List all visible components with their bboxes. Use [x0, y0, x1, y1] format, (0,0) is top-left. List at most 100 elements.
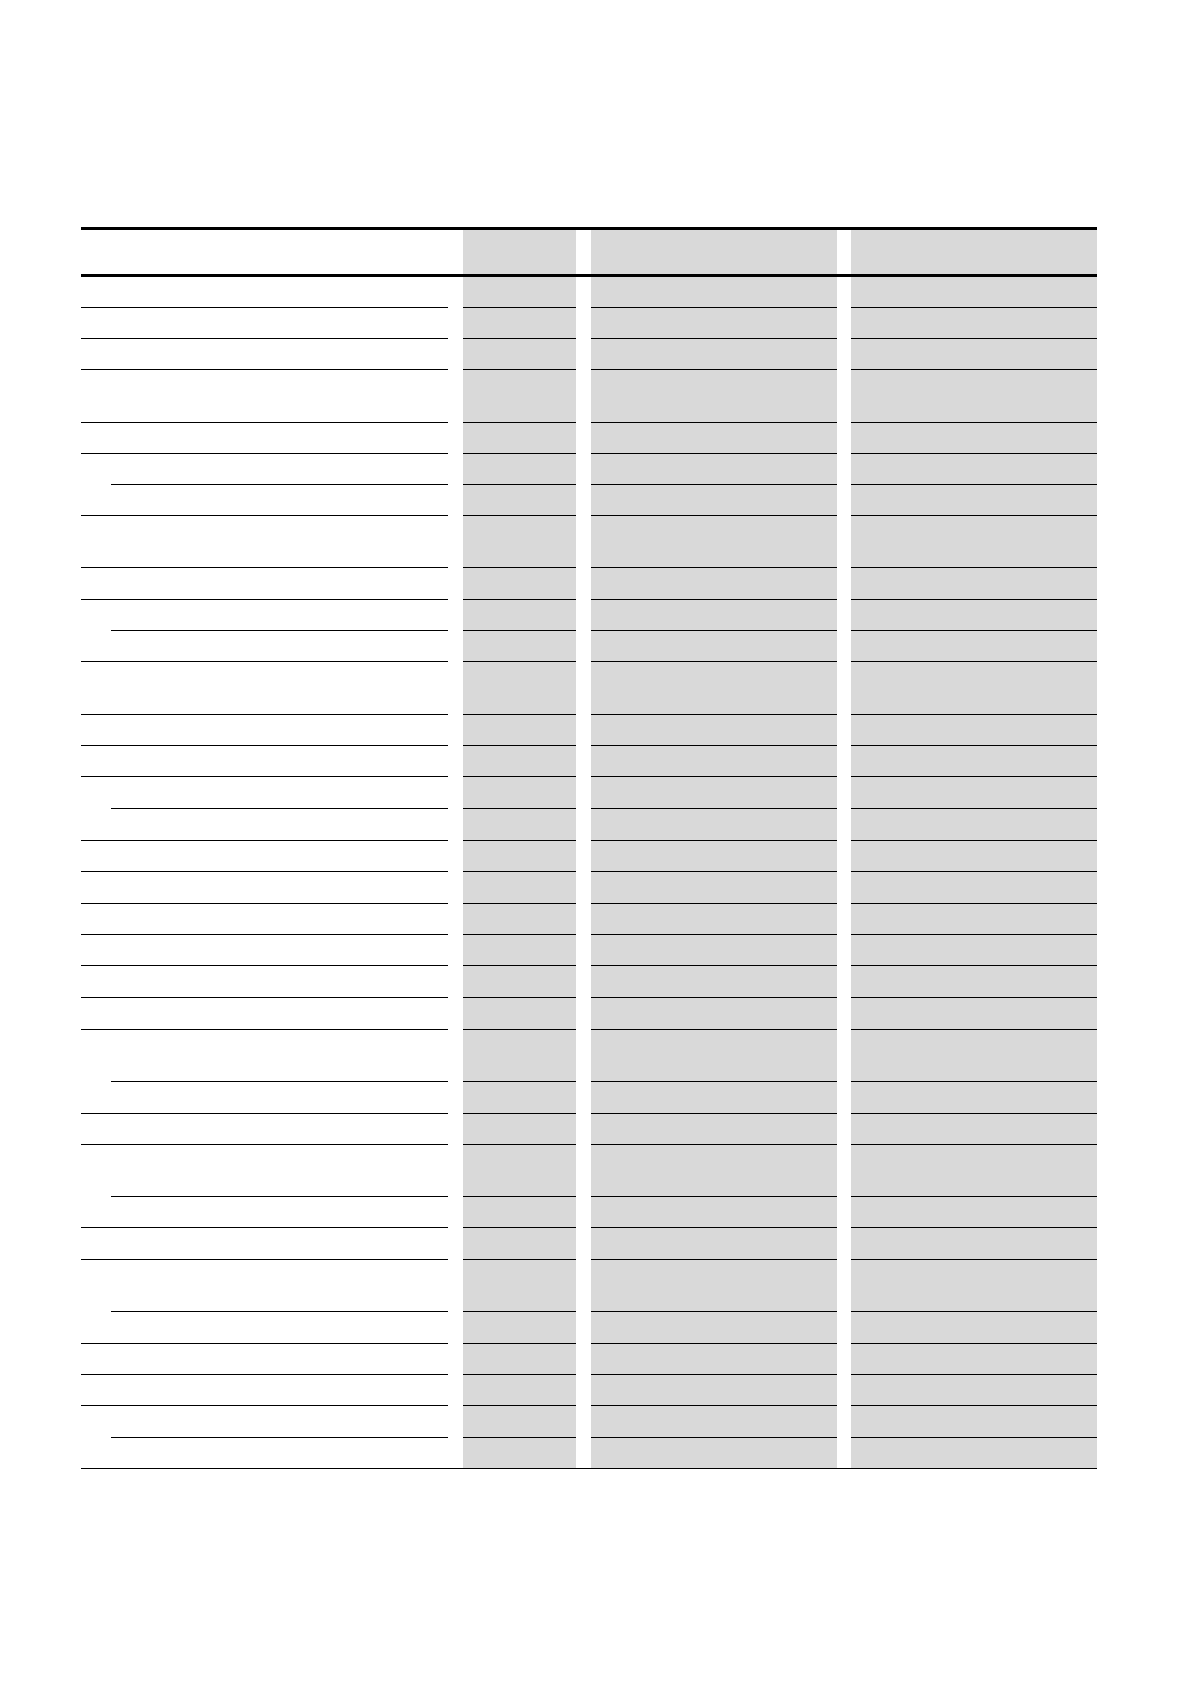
blank-table [81, 227, 1097, 1469]
row-divider [463, 1196, 576, 1197]
row-divider [591, 338, 837, 339]
row-divider [591, 934, 837, 935]
row-divider [591, 808, 837, 809]
row-divider [81, 1144, 448, 1145]
row-divider [591, 1081, 837, 1082]
row-divider [81, 1259, 448, 1260]
row-divider [851, 630, 1097, 631]
row-divider [591, 997, 837, 998]
row-divider [851, 661, 1097, 662]
row-divider [591, 599, 837, 600]
row-divider [463, 997, 576, 998]
row-divider [851, 1311, 1097, 1312]
row-divider [851, 422, 1097, 423]
shaded-column-2 [591, 229, 837, 1469]
row-divider [111, 1437, 448, 1438]
row-divider [591, 965, 837, 966]
row-divider [591, 515, 837, 516]
row-divider [591, 1405, 837, 1406]
row-divider [463, 453, 576, 454]
row-divider [463, 484, 576, 485]
row-divider [851, 484, 1097, 485]
row-divider [591, 745, 837, 746]
row-divider [591, 714, 837, 715]
row-divider [81, 745, 448, 746]
row-divider [81, 871, 448, 872]
row-divider [463, 1113, 576, 1114]
row-divider [851, 1196, 1097, 1197]
row-divider [591, 1311, 837, 1312]
row-divider [851, 369, 1097, 370]
row-divider [81, 599, 448, 600]
row-divider [81, 422, 448, 423]
row-divider [463, 1343, 576, 1344]
row-divider [463, 661, 576, 662]
row-divider [851, 567, 1097, 568]
row-divider [463, 1081, 576, 1082]
row-divider [463, 745, 576, 746]
shaded-column-1 [463, 229, 576, 1469]
row-divider [851, 714, 1097, 715]
row-divider [591, 1227, 837, 1228]
row-divider [463, 338, 576, 339]
row-divider [463, 515, 576, 516]
row-divider [111, 1081, 448, 1082]
row-divider [463, 1029, 576, 1030]
row-divider [463, 965, 576, 966]
row-divider [591, 1144, 837, 1145]
row-divider [463, 871, 576, 872]
row-divider [851, 776, 1097, 777]
row-divider [591, 484, 837, 485]
row-divider [463, 1374, 576, 1375]
row-divider [851, 307, 1097, 308]
row-divider [463, 1437, 576, 1438]
row-divider [81, 661, 448, 662]
row-divider [591, 1029, 837, 1030]
row-divider [591, 840, 837, 841]
row-divider [111, 1196, 448, 1197]
row-divider [851, 1405, 1097, 1406]
row-divider [591, 1437, 837, 1438]
row-divider [851, 1374, 1097, 1375]
row-divider [591, 567, 837, 568]
row-divider [851, 515, 1097, 516]
row-divider [851, 934, 1097, 935]
row-divider [81, 515, 448, 516]
row-divider [81, 1374, 448, 1375]
row-divider [463, 776, 576, 777]
row-divider [591, 422, 837, 423]
row-divider [591, 369, 837, 370]
row-divider [851, 1144, 1097, 1145]
row-divider [591, 661, 837, 662]
shaded-column-3 [851, 229, 1097, 1469]
row-divider [851, 745, 1097, 746]
bottom-rule [81, 1468, 1097, 1469]
row-divider [111, 1311, 448, 1312]
row-divider [81, 840, 448, 841]
row-divider [81, 1405, 448, 1406]
row-divider [591, 630, 837, 631]
row-divider [463, 567, 576, 568]
row-divider [463, 422, 576, 423]
top-rule [81, 227, 1097, 230]
row-divider [81, 453, 448, 454]
row-divider [851, 997, 1097, 998]
row-divider [463, 840, 576, 841]
row-divider [81, 338, 448, 339]
row-divider [851, 808, 1097, 809]
row-divider [81, 714, 448, 715]
row-divider [851, 903, 1097, 904]
row-divider [463, 1259, 576, 1260]
row-divider [591, 776, 837, 777]
row-divider [81, 1029, 448, 1030]
row-divider [81, 965, 448, 966]
row-divider [111, 484, 448, 485]
row-divider [81, 776, 448, 777]
row-divider [591, 453, 837, 454]
row-divider [111, 808, 448, 809]
row-divider [591, 1259, 837, 1260]
row-divider [81, 1343, 448, 1344]
row-divider [463, 1227, 576, 1228]
row-divider [81, 997, 448, 998]
row-divider [851, 840, 1097, 841]
